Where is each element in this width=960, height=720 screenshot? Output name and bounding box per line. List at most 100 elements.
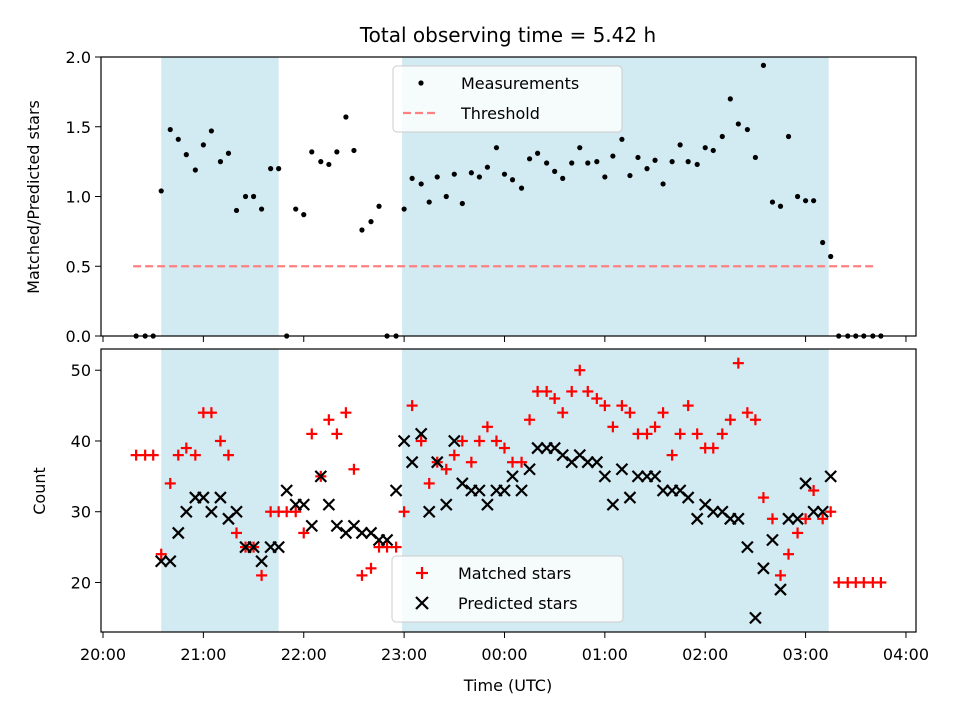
matched-star-point <box>741 407 753 419</box>
bottom-xtick-label-8: 04:00 <box>883 645 929 664</box>
measurement-point <box>828 253 834 260</box>
predicted-star-point <box>791 512 804 526</box>
measurement-point <box>268 166 274 172</box>
predicted-star-point <box>322 498 336 511</box>
predicted-star-point <box>681 491 695 504</box>
matched-star-point <box>214 435 226 447</box>
matched-star-point <box>365 562 377 574</box>
matched-star-point <box>498 442 510 454</box>
measurement-point <box>526 156 533 162</box>
predicted-star-point <box>782 512 795 526</box>
matched-star-point <box>724 414 736 426</box>
measurement-point <box>326 161 332 168</box>
bottom-xtick-label-2: 22:00 <box>281 645 327 664</box>
bottom-xtick-label-1: 21:00 <box>180 645 226 664</box>
matched-star-point <box>490 435 502 447</box>
matched-star-point <box>732 357 744 369</box>
top-ylabel: Matched/Predicted stars <box>24 100 43 294</box>
predicted-star-point <box>598 470 612 483</box>
measurement-point <box>610 153 616 159</box>
bottom-xtick-label-0: 20:00 <box>80 645 126 664</box>
matched-star-point <box>398 506 410 518</box>
bottom-xtick-label-6: 02:00 <box>682 645 728 664</box>
measurement-point <box>318 159 324 165</box>
top-plot-frame <box>100 56 917 337</box>
predicted-star-point <box>330 519 344 533</box>
matched-star-point <box>222 449 234 461</box>
measurement-point <box>509 177 516 183</box>
matched-star-point <box>180 442 192 454</box>
bottom-axis-ticks: 20 30 40 50 20:00 21:00 22:00 23:00 00:00 01:00 02… <box>71 361 929 664</box>
measurement-point <box>468 170 474 176</box>
top-legend-box <box>392 65 623 133</box>
legend-marker-measurements <box>418 80 424 86</box>
matched-star-point <box>473 435 485 447</box>
predicted-star-point <box>506 470 519 483</box>
measurement-point <box>627 172 633 179</box>
measurement-point <box>434 174 440 180</box>
bottom-shaded-interval-0 <box>161 349 279 632</box>
predicted-star-point <box>631 470 645 483</box>
measurement-point <box>426 199 432 205</box>
measurement-point <box>602 174 608 180</box>
measurement-point <box>669 159 675 165</box>
matched-star-point <box>406 400 418 412</box>
bottom-panel: 20 30 40 50 20:00 21:00 22:00 23:00 00:00 01:00 02… <box>30 348 929 695</box>
matched-star-point <box>783 548 795 560</box>
matched-star-point <box>549 393 561 405</box>
measurement-point <box>451 171 457 177</box>
top-ytick-label-1: 0.5 <box>66 257 91 276</box>
matched-star-point <box>641 428 653 440</box>
measurement-point <box>217 159 224 165</box>
measurement-point <box>727 96 733 102</box>
predicted-star-point <box>774 583 787 596</box>
predicted-star-point <box>397 434 411 448</box>
bottom-xtick-label-5: 01:00 <box>582 645 628 664</box>
matched-star-point <box>164 477 176 489</box>
measurement-point <box>225 150 232 156</box>
bottom-ylabel: Count <box>30 467 49 515</box>
bottom-ytick-label-2: 40 <box>71 432 91 451</box>
matched-star-point <box>524 414 536 426</box>
matched-star-point <box>649 421 661 433</box>
measurement-point <box>401 206 407 212</box>
predicted-star-point <box>247 540 260 554</box>
measurement-point <box>233 207 240 214</box>
predicted-star-point <box>197 491 210 504</box>
measurement-point <box>752 154 759 161</box>
measurement-point <box>544 160 550 166</box>
legend-label-threshold: Threshold <box>460 104 540 123</box>
matched-star-point <box>800 513 812 525</box>
matched-star-point <box>566 385 578 397</box>
predicted-star-point <box>430 455 444 469</box>
predicted-star-point <box>531 441 544 455</box>
matched-star-point <box>516 456 528 468</box>
measurement-point <box>677 142 683 148</box>
predicted-star-point <box>214 491 227 504</box>
measurement-point <box>694 161 700 168</box>
measurement-point <box>459 200 465 207</box>
matched-star-point <box>415 435 427 447</box>
top-ytick-label-0: 0.0 <box>66 327 91 346</box>
measurement-point <box>769 199 776 205</box>
top-data-marks <box>133 62 884 339</box>
measurement-point <box>276 166 282 172</box>
matched-star-point <box>172 449 184 461</box>
measurement-point <box>577 145 583 151</box>
measurement-point <box>158 188 164 194</box>
matched-star-point <box>757 492 769 504</box>
matched-star-point <box>674 428 686 440</box>
matched-star-point <box>356 569 368 581</box>
predicted-star-point <box>523 462 536 476</box>
measurement-point <box>258 206 265 212</box>
measurement-point <box>368 219 374 225</box>
measurement-point <box>359 227 365 233</box>
predicted-star-point <box>422 505 436 519</box>
predicted-star-point <box>515 484 528 497</box>
measurement-point <box>200 142 206 148</box>
matched-star-point <box>423 477 435 489</box>
predicted-star-point <box>799 477 812 490</box>
predicted-star-point <box>305 519 319 533</box>
measurement-point <box>343 114 349 120</box>
